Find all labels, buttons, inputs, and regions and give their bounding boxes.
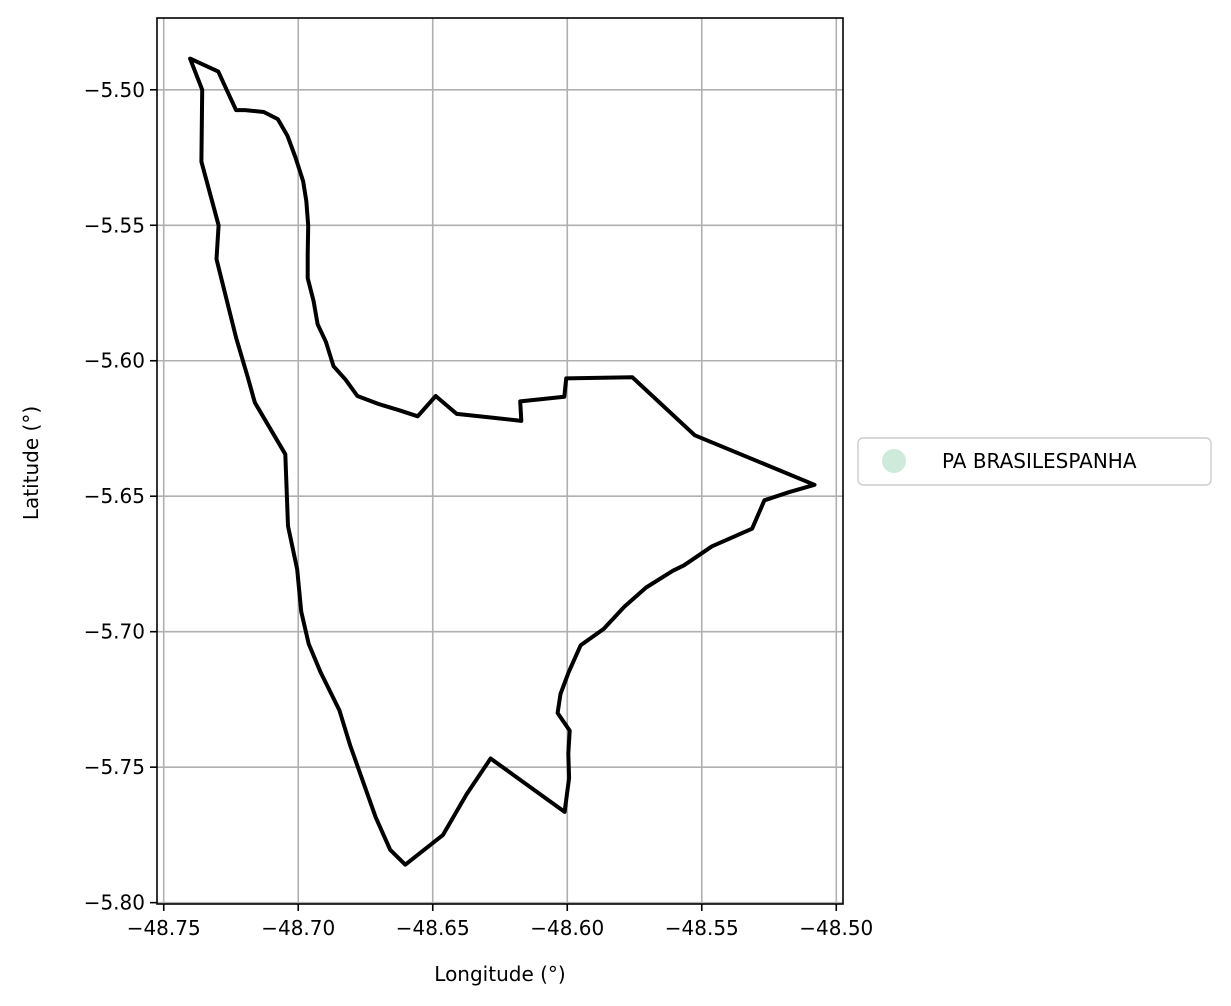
legend-label: PA BRASILESPANHA	[942, 449, 1137, 473]
legend: PA BRASILESPANHA	[857, 437, 1212, 486]
x-tick-label: −48.75	[127, 916, 201, 940]
legend-box	[857, 437, 1212, 486]
y-tick-label: −5.50	[84, 78, 145, 102]
region-polygon-outline	[188, 56, 817, 867]
x-tick-label: −48.65	[396, 916, 470, 940]
x-tick-label: −48.50	[799, 916, 873, 940]
y-tick-label: −5.55	[84, 213, 145, 237]
x-tick-label: −48.60	[530, 916, 604, 940]
axes-frame	[156, 17, 844, 905]
x-tick-label: −48.70	[261, 916, 335, 940]
axis-ticks: −48.75 −48.70 −48.65 −48.60 −48.55 −48.50 −5.5…	[84, 78, 874, 940]
y-tick-label: −5.65	[84, 484, 145, 508]
plot-area	[188, 56, 817, 867]
legend-marker-circle	[882, 449, 906, 473]
x-tick-label: −48.55	[665, 916, 739, 940]
y-tick-label: −5.60	[84, 349, 145, 373]
y-tick-label: −5.80	[84, 891, 145, 915]
y-axis-label: Latitude (°)	[19, 406, 43, 520]
y-tick-label: −5.70	[84, 620, 145, 644]
y-tick-label: −5.75	[84, 755, 145, 779]
x-axis-label: Longitude (°)	[434, 962, 565, 986]
